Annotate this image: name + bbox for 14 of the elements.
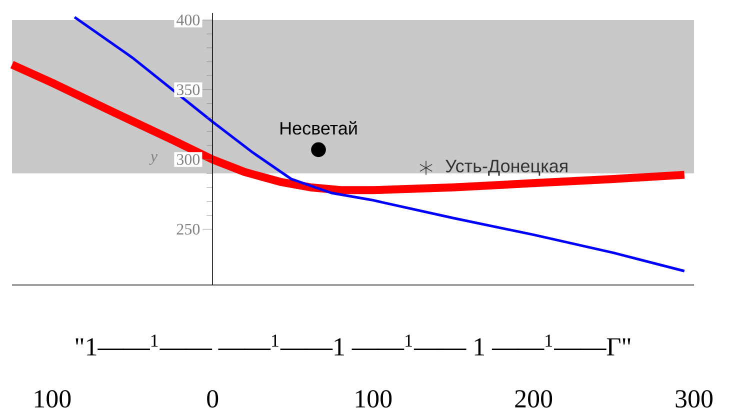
series-label: Несветай xyxy=(280,121,357,135)
x-tick-label: 0 xyxy=(207,390,218,408)
y-tick-label: 400 xyxy=(176,14,200,26)
y-tick-label: 350 xyxy=(176,84,200,96)
text: "1——$^{1}$—— ——$^{1}$——1 ——$^{1}$—— 1 ——$^{1}$——Г" xyxy=(76,334,630,356)
y-tick-label: 300 xyxy=(176,154,200,165)
y-tick-label: 250 xyxy=(176,224,200,235)
x-tick-label: 200 xyxy=(515,390,552,408)
x-tick-label: 300 xyxy=(676,390,713,408)
line-series xyxy=(73,16,686,272)
x-tick-label: 100 xyxy=(356,390,392,408)
series-label: Усть-Донецкая xyxy=(446,160,568,176)
y-axis-title: y xyxy=(149,154,158,165)
x-tick-label: 100 xyxy=(34,390,71,408)
